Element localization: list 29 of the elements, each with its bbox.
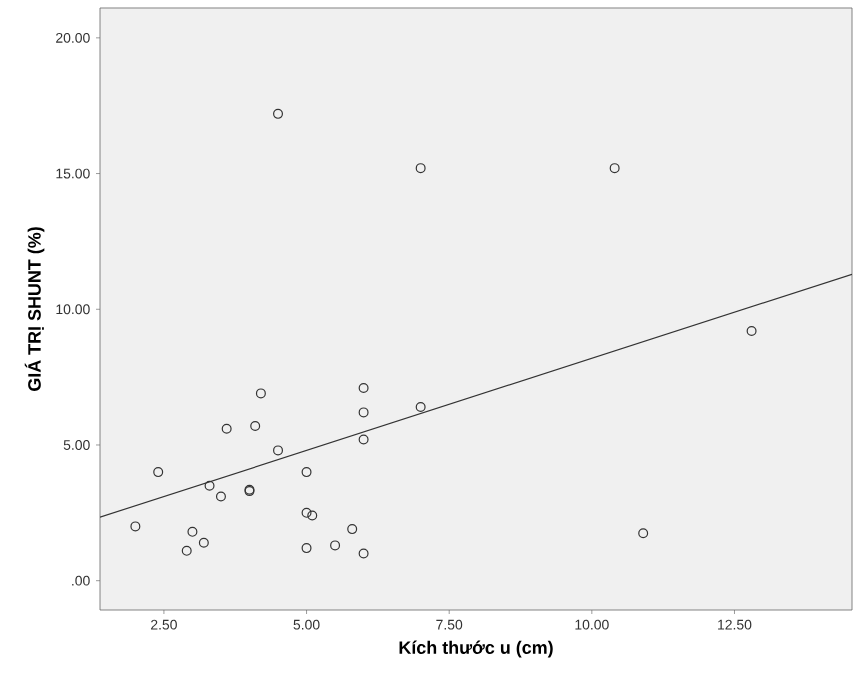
point (153, 467, 164, 478)
point (358, 434, 369, 445)
y-axis-title: GIÁ TRỊ SHUNT (%) (24, 227, 45, 391)
point (255, 388, 266, 399)
point (746, 325, 757, 336)
point (215, 491, 226, 502)
point (198, 537, 209, 548)
point (181, 545, 192, 556)
point (358, 548, 369, 559)
point (415, 401, 426, 412)
point (204, 480, 215, 491)
point (358, 382, 369, 393)
point (358, 407, 369, 418)
point (307, 510, 318, 521)
x-axis-title: Kích thước u (cm) (399, 640, 553, 658)
point (273, 445, 284, 456)
point (347, 524, 358, 535)
point (415, 163, 426, 174)
point (250, 420, 261, 431)
point (301, 543, 312, 554)
point (221, 423, 232, 434)
point (130, 521, 141, 532)
point (301, 467, 312, 478)
point (638, 528, 649, 539)
point (609, 163, 620, 174)
point (273, 108, 284, 119)
point (187, 526, 198, 537)
point (301, 507, 312, 518)
point (330, 540, 341, 551)
